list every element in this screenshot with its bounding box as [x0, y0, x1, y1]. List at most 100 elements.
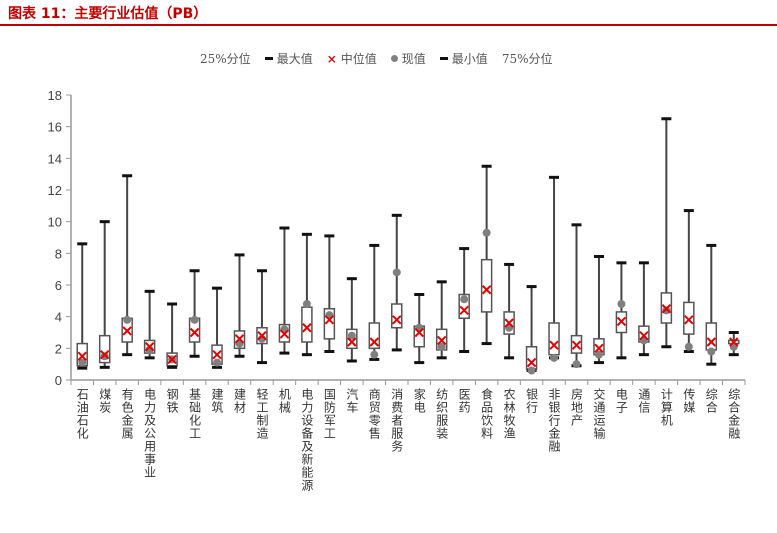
median-cross — [526, 357, 537, 368]
x-tick-label: 商贸零售 — [367, 388, 382, 440]
median-cross — [279, 329, 290, 339]
box-iqr — [368, 322, 381, 350]
x-tick-label: 食品饮料 — [479, 388, 494, 440]
x-tick-label: 银行 — [524, 388, 539, 414]
median-cross — [481, 285, 492, 295]
y-tick-label: 2 — [55, 341, 62, 356]
legend: 25%分位 最大值 × 中位值 现值 最小值 75%分位 — [200, 50, 553, 67]
title-divider — [0, 24, 777, 26]
box-iqr — [458, 293, 470, 319]
legend-min-label: 最小值 — [451, 52, 488, 66]
current-dot — [302, 300, 311, 308]
x-tick-label: 通信 — [636, 388, 651, 414]
current-dot — [100, 352, 109, 361]
box-iqr — [683, 301, 695, 335]
current-dot — [190, 315, 199, 324]
median-cross-icon: × — [326, 51, 337, 66]
x-tick-label: 有色金属 — [120, 388, 135, 440]
legend-q1: 25%分位 — [200, 50, 251, 67]
x-tick-label: 国防军工 — [322, 388, 337, 440]
current-dot — [123, 315, 132, 324]
legend-current-label: 现值 — [401, 52, 426, 66]
median-cross — [594, 343, 604, 354]
legend-current: 现值 — [390, 50, 426, 67]
median-cross — [504, 318, 514, 328]
median-cross — [234, 334, 245, 344]
x-tick-label: 电力及公用事业 — [142, 388, 157, 479]
median-cross — [257, 330, 267, 341]
median-cross — [684, 315, 694, 325]
x-tick-label: 传媒 — [681, 388, 696, 414]
median-cross — [122, 326, 132, 336]
current-dot — [594, 350, 603, 359]
median-cross — [302, 323, 312, 333]
current-dot — [572, 360, 581, 369]
legend-q3-label: 75%分位 — [501, 52, 553, 66]
median-cross — [212, 349, 222, 360]
current-dot — [527, 366, 536, 375]
x-tick-label: 汽车 — [344, 388, 359, 414]
current-dot — [78, 358, 87, 367]
legend-median: × 中位值 — [327, 50, 377, 67]
x-tick-label: 计算机 — [659, 388, 674, 427]
legend-median-label: 中位值 — [340, 52, 377, 66]
y-tick-label: 0 — [55, 373, 62, 388]
x-tick-label: 轻工制造 — [254, 388, 269, 440]
x-tick-label: 石油石化 — [75, 388, 90, 440]
y-tick-label: 6 — [55, 278, 62, 293]
median-cross — [706, 337, 717, 347]
current-dot — [707, 347, 716, 356]
box-iqr — [480, 258, 493, 313]
median-cross — [571, 340, 582, 350]
current-dot — [550, 353, 559, 362]
y-tick-label: 18 — [48, 88, 62, 103]
median-cross — [189, 327, 200, 338]
median-cross — [414, 327, 424, 338]
x-tick-label: 煤炭 — [97, 388, 112, 414]
median-cross — [99, 349, 110, 360]
legend-max-label: 最大值 — [276, 52, 313, 66]
median-cross — [616, 316, 627, 327]
current-dot — [213, 358, 222, 367]
median-cross — [144, 342, 155, 352]
x-tick-label: 建筑 — [210, 388, 225, 414]
median-cross — [729, 337, 739, 347]
x-tick-label: 电力设备及新能源 — [299, 388, 314, 492]
box-iqr — [391, 303, 403, 329]
current-dot — [370, 350, 379, 359]
x-tick-label: 纺织服装 — [434, 388, 449, 440]
box-iqr — [548, 322, 560, 356]
y-tick-label: 16 — [48, 120, 62, 135]
current-dot — [482, 228, 491, 237]
median-cross — [324, 315, 335, 325]
y-tick-label: 14 — [48, 151, 62, 166]
x-tick-label: 交通运输 — [591, 388, 606, 440]
median-cross — [77, 351, 87, 361]
median-cross — [347, 337, 357, 347]
median-cross — [459, 305, 469, 316]
box-iqr — [323, 308, 336, 340]
box-iqr — [98, 334, 111, 364]
median-cross — [369, 337, 380, 347]
x-tick-label: 建材 — [232, 388, 247, 414]
x-tick-label: 基础化工 — [187, 388, 202, 440]
median-cross — [167, 354, 177, 365]
x-tick-label: 房地产 — [569, 388, 584, 427]
x-tick-label: 非银行金融 — [547, 388, 562, 453]
median-cross — [392, 315, 402, 325]
legend-q1-label: 25%分位 — [200, 52, 251, 66]
legend-min: 最小值 — [439, 50, 488, 67]
x-tick-label: 钢铁 — [165, 388, 180, 414]
x-tick-label: 家电 — [412, 388, 427, 414]
median-cross — [661, 304, 672, 314]
legend-q3: 75%分位 — [502, 50, 553, 67]
x-tick-label: 综合 — [704, 388, 719, 414]
y-tick-label: 4 — [55, 310, 62, 325]
figure-title: 图表 11：主要行业估值（PB） — [8, 6, 208, 22]
current-dot — [617, 300, 626, 308]
max-marker-icon — [264, 57, 273, 60]
median-cross — [549, 340, 559, 350]
current-dot — [347, 331, 356, 340]
x-tick-label: 消费者服务 — [389, 388, 404, 453]
